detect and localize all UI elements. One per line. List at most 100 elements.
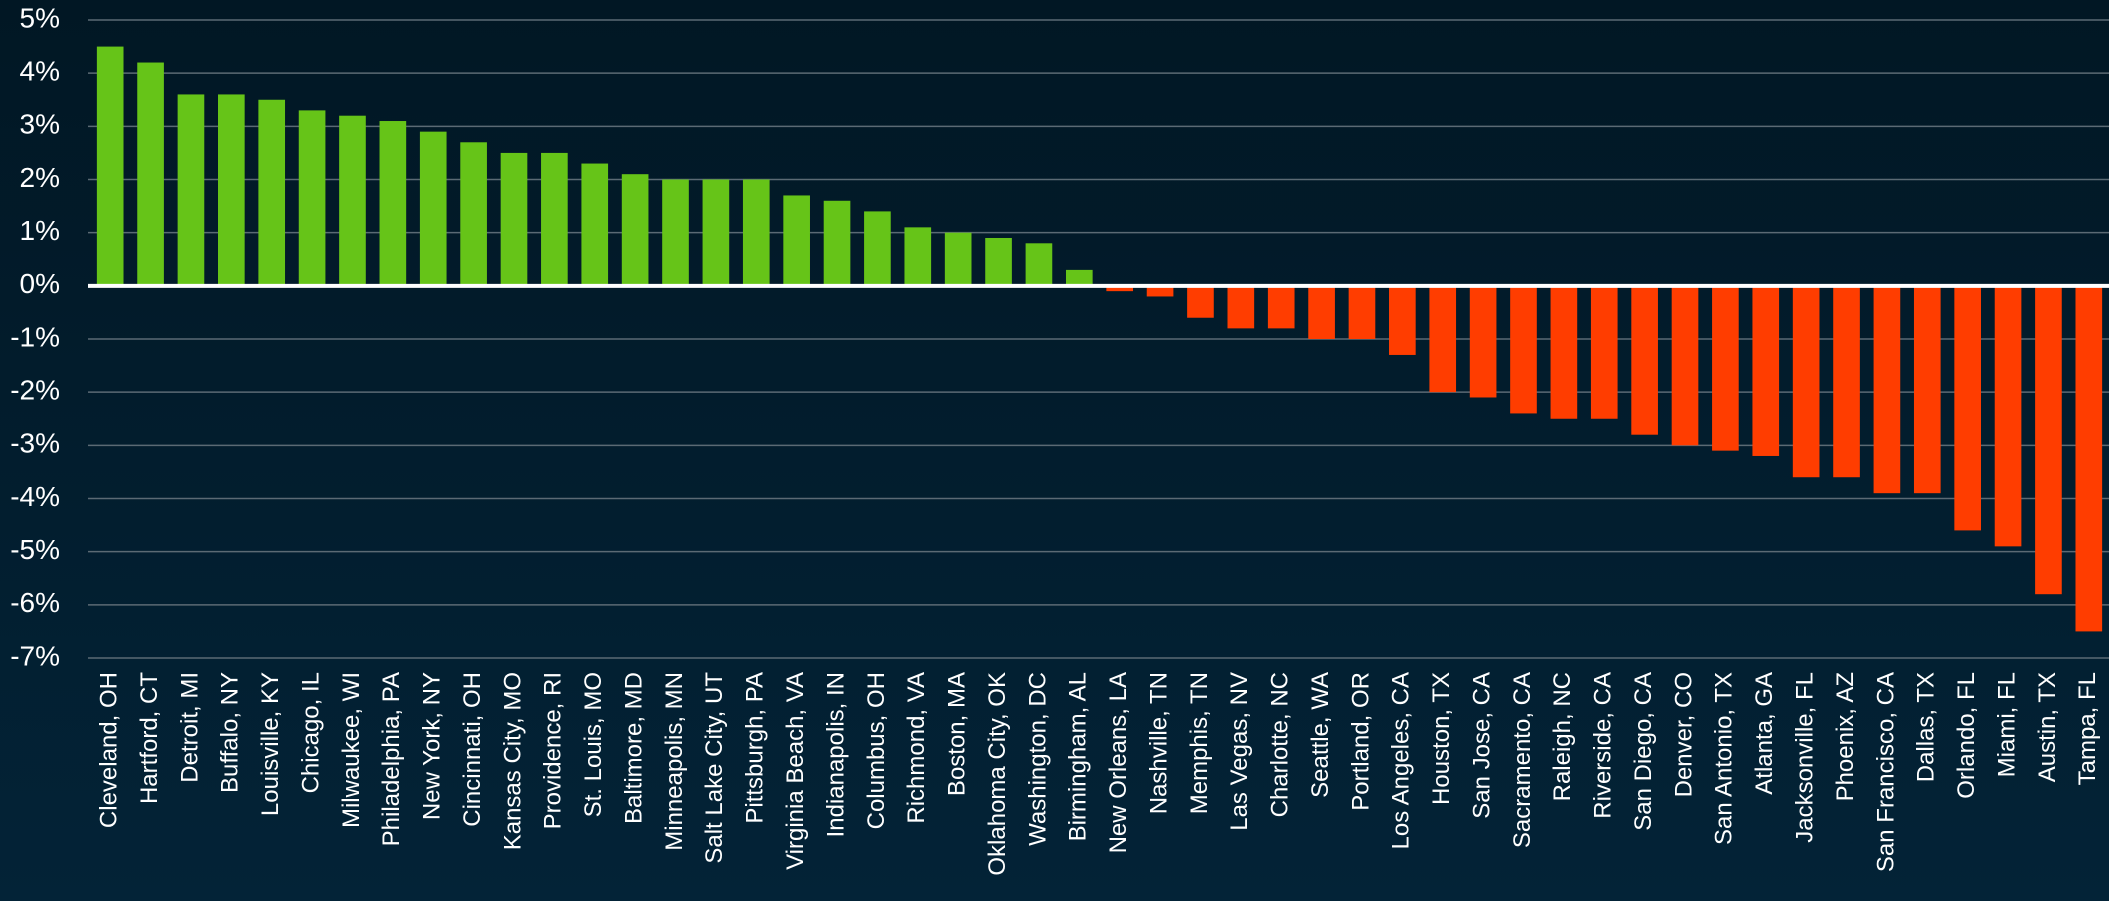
bar	[460, 142, 487, 286]
x-tick-label: New Orleans, LA	[1105, 672, 1132, 853]
bar	[1065, 269, 1093, 286]
y-tick-label: 2%	[20, 162, 60, 193]
bar	[581, 163, 609, 286]
x-tick-label: Milwaukee, WI	[338, 672, 365, 828]
x-tick-label: Hartford, CT	[136, 672, 163, 804]
bar	[137, 62, 164, 286]
x-tick-label: Los Angeles, CA	[1388, 672, 1415, 849]
bar	[2075, 285, 2103, 632]
y-tick-label: 5%	[20, 2, 60, 33]
x-tick-label: Minneapolis, MN	[661, 672, 688, 851]
x-tick-label: Richmond, VA	[903, 672, 930, 824]
bar	[96, 46, 124, 286]
x-tick-label: Orlando, FL	[1953, 672, 1980, 799]
x-tick-label: Indianapolis, IN	[822, 672, 849, 837]
y-tick-label: -2%	[10, 375, 60, 406]
bar	[298, 110, 326, 286]
bar	[864, 211, 891, 286]
x-tick-label: San Antonio, TX	[1711, 672, 1738, 845]
y-tick-label: -6%	[10, 587, 60, 618]
bar	[1146, 285, 1174, 297]
bar	[621, 174, 649, 286]
bar	[1227, 285, 1255, 329]
bar	[1833, 285, 1860, 478]
x-tick-label: Baltimore, MD	[620, 672, 647, 824]
bar	[1792, 285, 1820, 478]
bar	[1469, 285, 1497, 398]
bar	[1752, 285, 1780, 456]
x-tick-label: Las Vegas, NV	[1226, 672, 1253, 831]
x-tick-label: Columbus, OH	[863, 672, 890, 829]
x-tick-label: Atlanta, GA	[1751, 672, 1778, 795]
x-tick-label: Austin, TX	[2034, 672, 2061, 782]
y-tick-label: -3%	[10, 428, 60, 459]
bar	[1267, 285, 1295, 329]
x-tick-label: Cincinnati, OH	[459, 672, 486, 827]
x-tick-label: Portland, OR	[1347, 672, 1374, 811]
x-tick-label: San Diego, CA	[1630, 672, 1657, 831]
bar	[662, 179, 689, 286]
bar	[2035, 285, 2062, 595]
bar	[1994, 285, 2022, 547]
bar	[1671, 285, 1699, 446]
bar	[500, 152, 528, 286]
y-tick-label: -1%	[10, 321, 60, 352]
x-tick-label: Phoenix, AZ	[1832, 672, 1859, 801]
y-tick-label: 0%	[20, 268, 60, 299]
y-tick-label: 4%	[20, 56, 60, 87]
x-tick-label: Louisville, KY	[257, 672, 284, 816]
x-tick-label: Birmingham, AL	[1065, 672, 1092, 841]
x-tick-label: Seattle, WA	[1307, 672, 1334, 798]
x-tick-label: Denver, CO	[1670, 672, 1697, 797]
x-tick-label: Philadelphia, PA	[378, 672, 405, 846]
x-tick-label: St. Louis, MO	[580, 672, 607, 817]
bar	[1873, 285, 1901, 494]
y-tick-label: 3%	[20, 109, 60, 140]
x-tick-label: San Francisco, CA	[1872, 672, 1899, 872]
y-tick-label: -5%	[10, 534, 60, 565]
bar	[944, 232, 972, 286]
x-tick-label: Dallas, TX	[1913, 672, 1940, 782]
x-tick-label: Sacramento, CA	[1509, 672, 1536, 848]
x-tick-label: Jacksonville, FL	[1791, 672, 1818, 843]
bar	[1590, 285, 1618, 419]
bar	[1308, 285, 1335, 339]
y-tick-label: -4%	[10, 481, 60, 512]
bar	[823, 200, 851, 286]
bar	[1348, 285, 1376, 339]
bar	[742, 179, 770, 286]
bar	[177, 94, 205, 286]
x-tick-label: San Jose, CA	[1468, 672, 1495, 819]
bar	[1954, 285, 1981, 531]
bar	[541, 152, 568, 286]
x-tick-label: Houston, TX	[1428, 672, 1455, 805]
x-tick-label: Memphis, TN	[1186, 672, 1213, 814]
x-tick-label: Raleigh, NC	[1549, 672, 1576, 801]
x-tick-label: Miami, FL	[1993, 672, 2020, 777]
bar	[1389, 285, 1416, 355]
bar	[1510, 285, 1537, 414]
x-tick-label: Salt Lake City, UT	[701, 672, 728, 864]
bar	[419, 131, 447, 286]
y-tick-label: 1%	[20, 215, 60, 246]
x-tick-label: Kansas City, MO	[499, 672, 526, 850]
bar	[1429, 285, 1457, 393]
x-tick-label: Nashville, TN	[1145, 672, 1172, 814]
bar	[1913, 285, 1941, 494]
x-tick-label: Cleveland, OH	[96, 672, 123, 828]
bar	[379, 121, 407, 286]
x-tick-label: Providence, RI	[540, 672, 567, 829]
bar	[783, 195, 810, 286]
x-tick-label: Tampa, FL	[2074, 672, 2101, 785]
x-tick-label: Washington, DC	[1024, 672, 1051, 846]
bar	[985, 237, 1012, 286]
bar	[702, 179, 730, 286]
x-tick-label: Boston, MA	[944, 672, 971, 796]
x-tick-label: Oklahoma City, OK	[984, 672, 1011, 876]
x-tick-label: Buffalo, NY	[217, 672, 244, 793]
bar	[1712, 285, 1739, 451]
bar	[258, 99, 286, 286]
bar	[1550, 285, 1578, 419]
bar	[904, 227, 932, 286]
